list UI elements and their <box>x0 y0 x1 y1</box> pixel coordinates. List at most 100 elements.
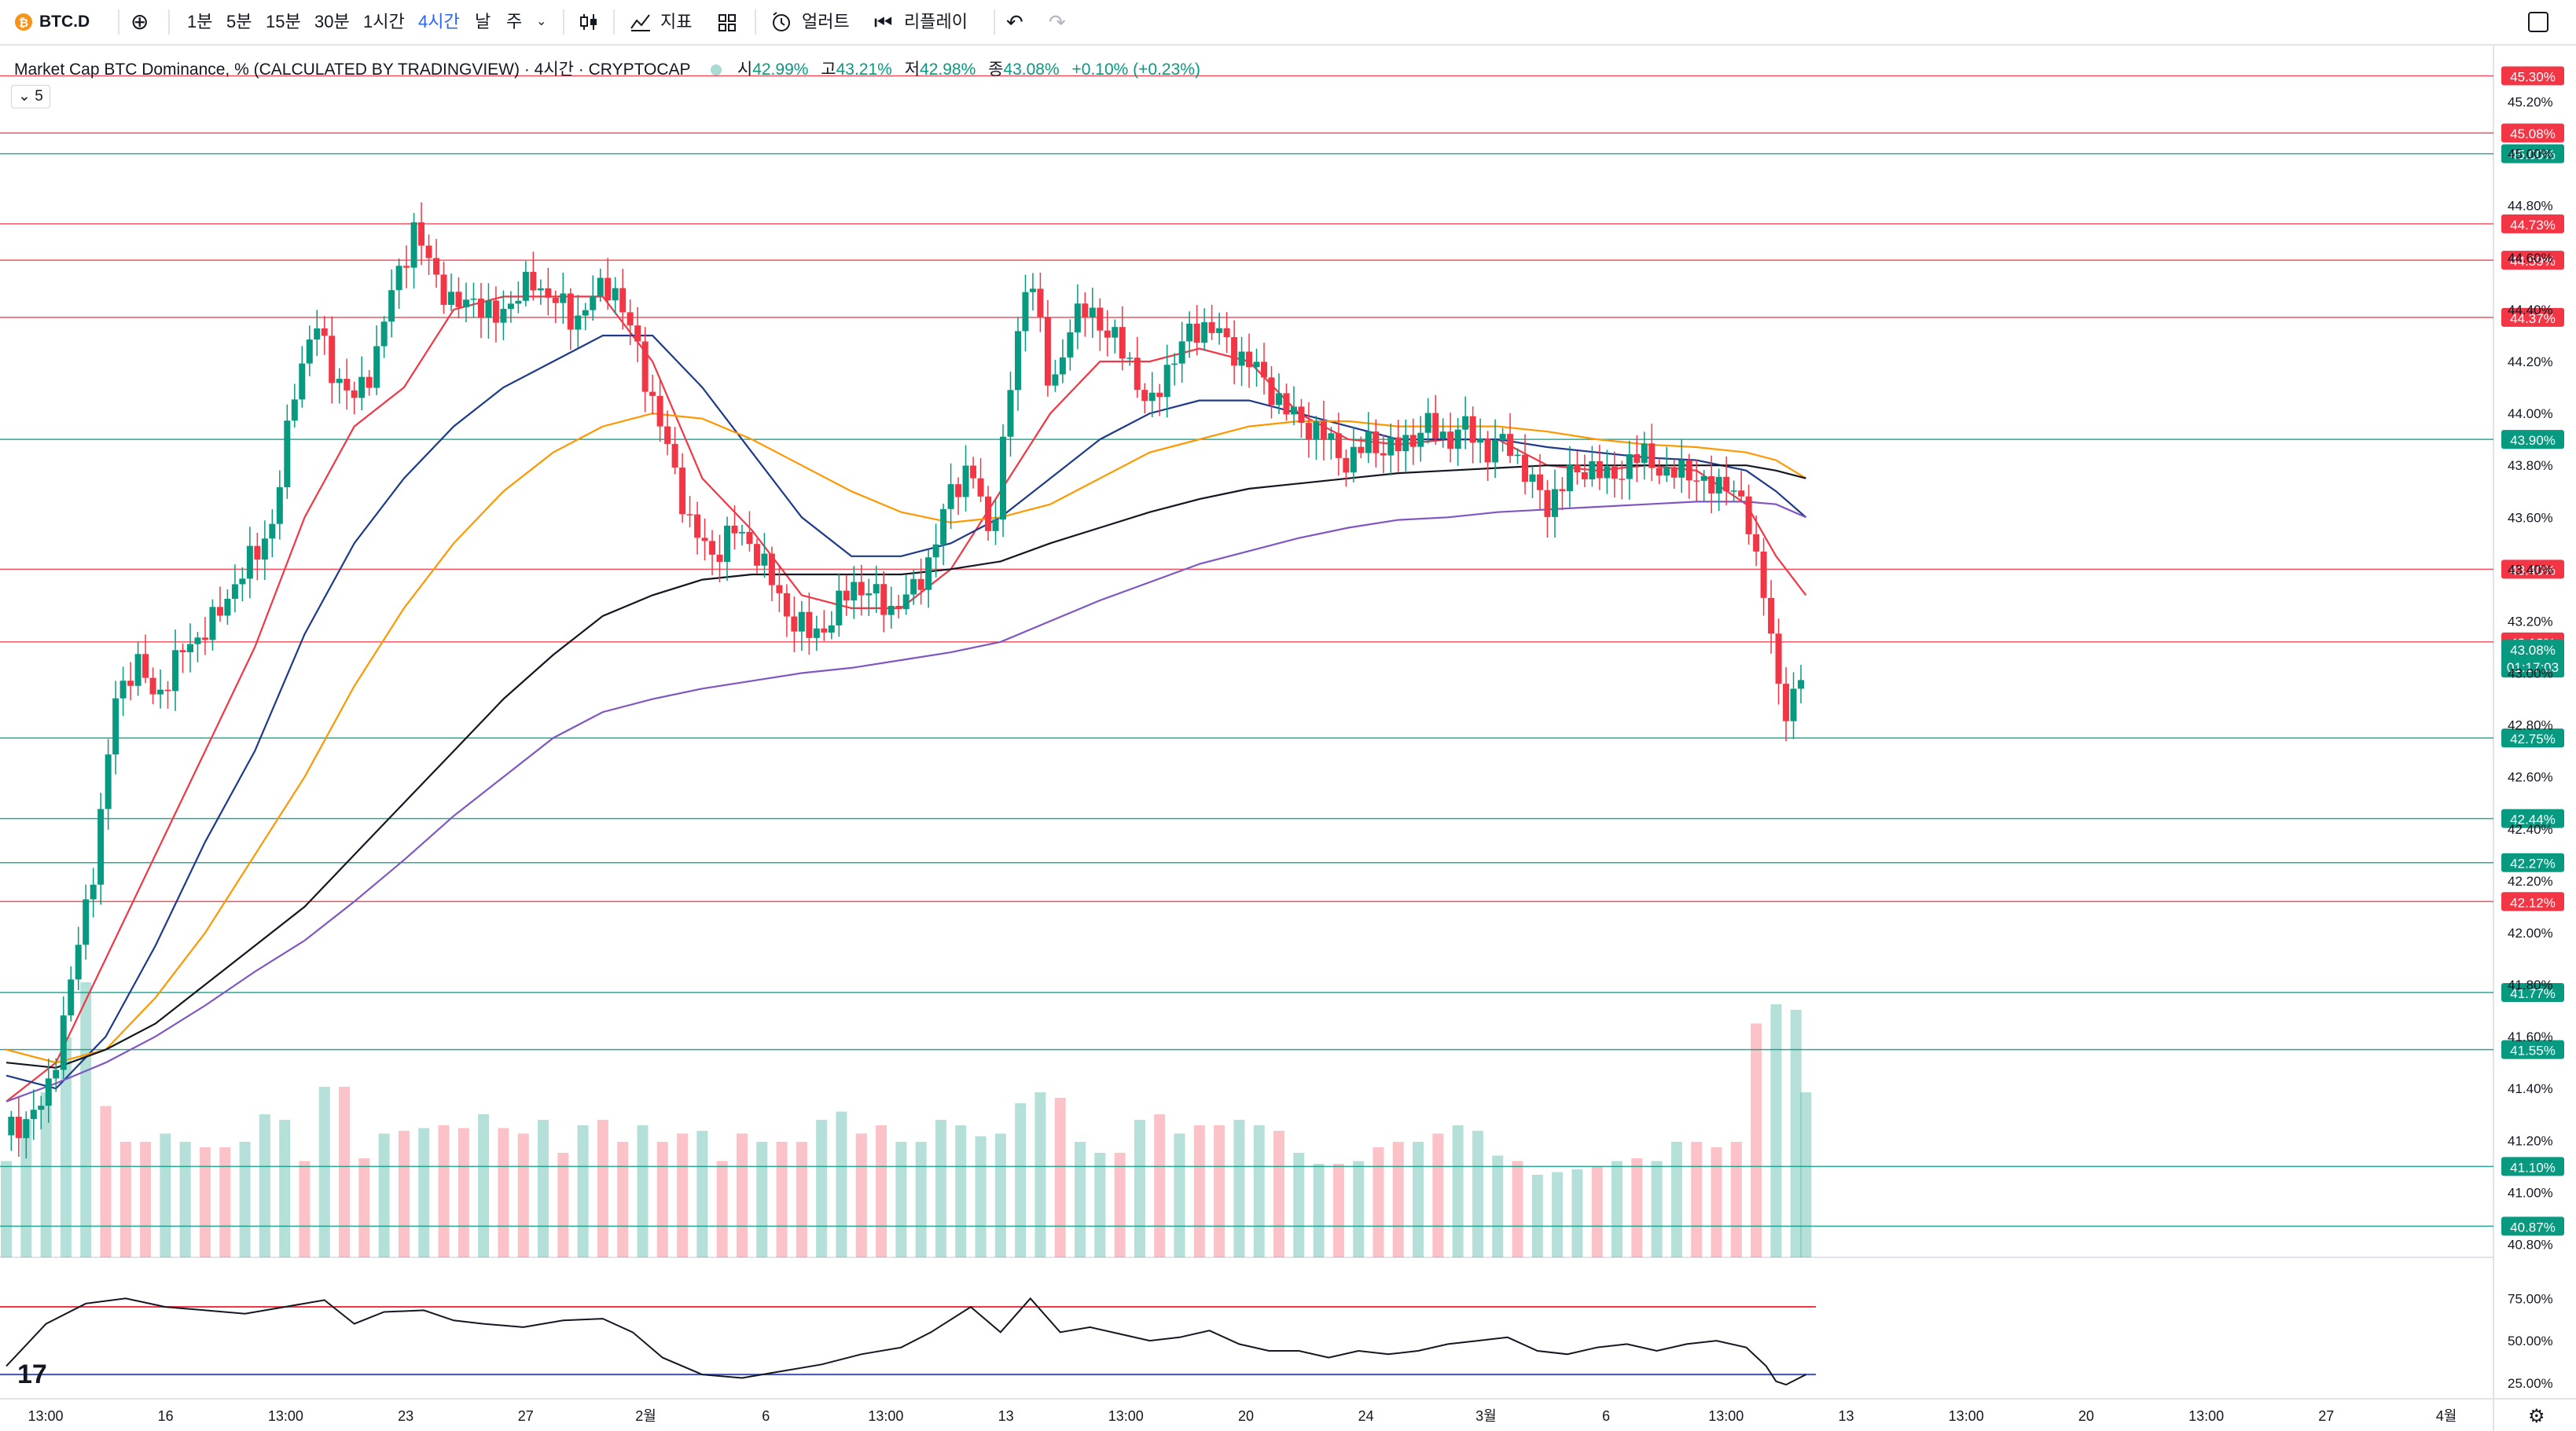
interval-5m[interactable]: 5분 <box>226 12 252 31</box>
volume-bar <box>339 1087 351 1257</box>
candle-body <box>1275 393 1282 405</box>
price-chart[interactable]: 45.30% 45.08% 45.00% 44.73% 44.59% 44.37% 43.9… <box>0 46 2576 1431</box>
compare-add-icon[interactable]: ⊕ <box>130 9 149 34</box>
volume-bar <box>1770 1004 1782 1257</box>
x-tick-label: 13 <box>998 1408 1014 1424</box>
indicators-button[interactable]: 지표 <box>660 12 693 31</box>
candle-body <box>992 519 999 531</box>
candle-body <box>97 809 105 885</box>
candle-body <box>791 616 798 632</box>
price-level-label: 43.90% <box>2510 433 2556 448</box>
legend-title: Market Cap BTC Dominance, % (CALCULATED … <box>14 61 691 79</box>
volume-bar <box>219 1147 231 1257</box>
fullscreen-icon[interactable] <box>2526 8 2550 36</box>
volume-bar <box>1273 1131 1284 1257</box>
volume-bar <box>1512 1161 1523 1257</box>
indicators-toggle[interactable]: ⌄ 5 <box>11 85 50 108</box>
candle-body <box>985 496 992 531</box>
x-tick-label: 4월 <box>2436 1408 2457 1424</box>
chevron-down-icon[interactable]: ⌄ <box>536 15 547 28</box>
alert-button[interactable]: 얼러트 <box>802 12 850 31</box>
candle-body <box>1290 406 1297 415</box>
candle-body <box>1358 446 1365 453</box>
legend-close-label: 종 <box>988 61 1004 79</box>
price-level-tag <box>2501 251 2564 270</box>
interval-15m[interactable]: 15분 <box>266 12 301 31</box>
volume-bar <box>1193 1125 1205 1257</box>
svg-text:₿: ₿ <box>19 17 28 30</box>
x-tick-label: 27 <box>518 1408 534 1424</box>
replay-button[interactable]: 리플레이 <box>904 12 968 31</box>
y-tick-label: 45.20% <box>2508 95 2553 110</box>
volume-bar <box>498 1128 509 1257</box>
price-level-label: 44.73% <box>2510 218 2556 233</box>
interval-30m[interactable]: 30분 <box>314 12 350 31</box>
y-tick-label: 42.80% <box>2508 718 2553 733</box>
x-tick-label: 23 <box>398 1408 413 1424</box>
interval-1h[interactable]: 1시간 <box>363 12 405 31</box>
volume-bar <box>418 1128 430 1257</box>
volume-bar <box>40 1092 52 1257</box>
y-tick-label: 43.80% <box>2508 458 2553 473</box>
layout-grid-icon[interactable] <box>717 8 737 36</box>
volume-bar <box>1054 1098 1066 1257</box>
candle-body <box>1715 476 1722 494</box>
volume-bar <box>299 1161 311 1257</box>
candle-body <box>1238 351 1245 366</box>
symbol-search-button[interactable]: BTC.D <box>39 13 90 31</box>
candle-body <box>902 594 910 610</box>
volume-bar <box>915 1142 927 1257</box>
candle-body <box>1723 476 1730 492</box>
volume-bar <box>1094 1153 1106 1257</box>
candle-body <box>1328 433 1335 440</box>
x-tick-label: 20 <box>2078 1408 2094 1424</box>
candle-body <box>753 544 760 566</box>
volume-bar <box>239 1142 251 1257</box>
redo-icon[interactable]: ↷ <box>1049 10 1066 34</box>
candle-body <box>1670 467 1678 478</box>
candle-body <box>1097 307 1104 331</box>
volume-bar <box>60 1037 72 1257</box>
legend-low-label: 저 <box>904 61 921 79</box>
candle-body <box>1231 337 1238 366</box>
candle-body <box>858 582 865 596</box>
candle-body <box>83 899 90 945</box>
y-tick-label: 42.40% <box>2508 822 2553 837</box>
alarm-clock-icon[interactable] <box>770 8 792 36</box>
indicators-icon[interactable] <box>629 8 652 36</box>
volume-bar <box>199 1147 211 1257</box>
candle-body <box>201 637 208 640</box>
candle-body <box>1492 439 1499 463</box>
volume-bar <box>617 1142 629 1257</box>
y-tick-label: 42.00% <box>2508 926 2553 941</box>
price-level-tag <box>2501 66 2564 86</box>
interval-1m[interactable]: 1분 <box>187 12 213 31</box>
candle-body <box>366 376 373 388</box>
interval-week[interactable]: 주 <box>506 12 523 31</box>
price-level-label: 42.12% <box>2510 895 2556 910</box>
volume-bar <box>876 1125 887 1257</box>
candle-body <box>1119 327 1126 359</box>
candle-body <box>149 677 156 695</box>
volume-bar <box>756 1142 768 1257</box>
replay-icon[interactable]: ⏮ <box>874 10 893 34</box>
volume-bar <box>119 1142 131 1257</box>
undo-icon[interactable]: ↶ <box>1006 10 1023 34</box>
interval-day[interactable]: 날 <box>475 12 491 31</box>
volume-bar <box>1214 1125 1226 1257</box>
candle-body <box>395 266 402 291</box>
current-price-label: 43.08% <box>2510 643 2556 658</box>
candle-body <box>1387 437 1395 456</box>
candle-body <box>358 376 366 398</box>
interval-4h[interactable]: 4시간 <box>418 12 460 31</box>
candle-body <box>1029 288 1036 292</box>
candle-body <box>231 584 238 599</box>
y-tick-label: 41.20% <box>2508 1133 2553 1148</box>
price-level-tag <box>2501 307 2564 327</box>
chart-pane[interactable]: 45.30% 45.08% 45.00% 44.73% 44.59% 44.37% 43.9… <box>0 46 2576 1431</box>
candle-body <box>351 390 358 398</box>
price-level-label: 44.59% <box>2510 254 2556 269</box>
candle-body <box>60 1015 67 1070</box>
candle-type-icon[interactable] <box>579 8 599 36</box>
volume-bar <box>1670 1142 1682 1257</box>
